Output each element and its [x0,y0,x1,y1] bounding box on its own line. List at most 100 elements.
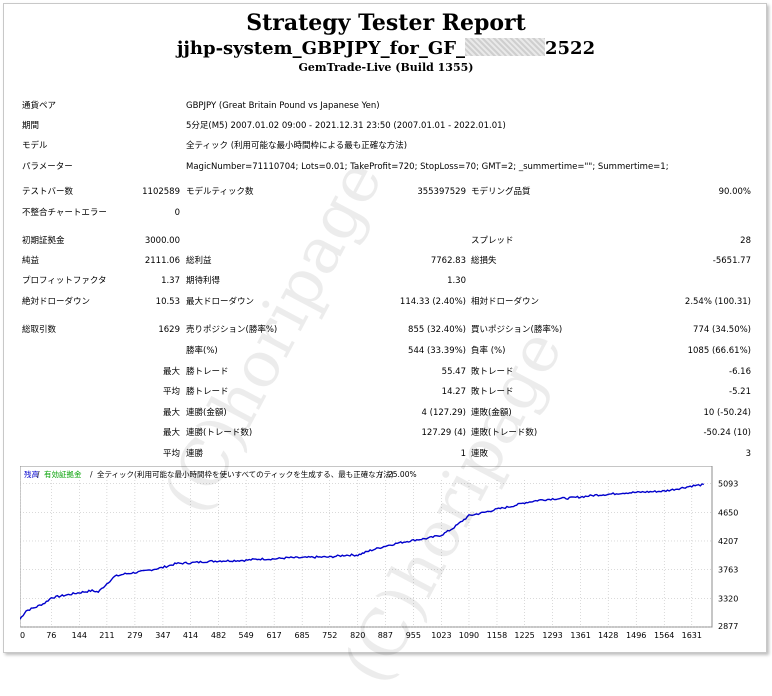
balance-series-line [19,483,705,620]
avg-win-value: 14.27 [441,387,466,397]
deposit-value: 3000.00 [144,236,180,246]
redacted-block [465,38,545,56]
period-value: 5分足(M5) 2007.01.02 09:00 - 2021.12.31 23… [186,121,506,131]
avg-cons-loss-value: 3 [745,449,751,459]
quality-label: モデリング品質 [471,187,531,197]
largest-win-label: 勝トレード [186,367,229,377]
long-label: 買いポジション(勝率%) [471,325,563,335]
system-name: jjhp-system_GBPJPY_for_GF_ 2522 [0,38,772,59]
build-info: GemTrade-Live (Build 1355) [298,61,474,74]
max-cons-win-label: 連勝(金額) [186,408,227,418]
rel-dd-value: 2.54% (100.31) [684,297,751,307]
max-word-2: 最大 [162,408,180,418]
x-tick-label: 279 [127,631,142,640]
max-cons-profit-label: 連勝(トレード数) [186,428,253,438]
y-tick-label: 3763 [718,566,738,575]
system-name-suffix: 2522 [545,38,596,59]
x-tick-label: 1090 [459,631,479,640]
max-word-3: 最大 [162,428,180,438]
spread-label: スプレッド [471,236,514,246]
x-tick-label: 549 [238,631,253,640]
x-tick-label: 887 [378,631,393,640]
winrate-value: 544 (33.39%) [408,346,466,356]
abs-dd-label: 絶対ドローダウン [22,297,91,307]
x-tick-label: 1361 [570,631,590,640]
max-cons-lossamt-label: 連敗(トレード数) [471,428,538,438]
symbol-label: 通貨ペア [22,101,57,111]
max-cons-lossamt-value: -50.24 (10) [703,428,751,438]
x-tick-label: 1631 [682,631,702,640]
bars-label: テストバー数 [22,187,74,197]
symbol-value: GBPJPY (Great Britain Pound vs Japanese … [186,101,380,111]
system-name-prefix: jjhp-system_GBPJPY_for_GF_ [176,38,465,59]
y-tick-label: 2877 [718,622,738,631]
max-dd-value: 114.33 (2.40%) [399,297,466,307]
largest-win-value: 55.47 [441,367,466,377]
x-tick-label: 414 [183,631,198,640]
plot-area [19,465,713,628]
avg-cons-win-value: 1 [460,449,466,459]
x-tick-label: 0 [20,631,25,640]
x-tick-label: 76 [46,631,56,640]
pf-value: 1.37 [161,276,180,286]
avg-cons-loss-label: 連敗 [471,449,489,459]
bars-value: 1102589 [142,187,180,197]
chart-svg: 残高 / 有効証拠金 / 全ティック(利用可能な最小時間枠を使いすべてのティック… [19,465,738,640]
long-value: 774 (34.50%) [693,325,751,335]
y-tick-label: 5093 [718,480,738,489]
x-tick-label: 685 [295,631,310,640]
trades-label: 総取引数 [22,325,57,335]
legend-model: 全ティック(利用可能な最小時間枠を使いすべてのティックを生成する、最も正確な方法… [97,469,394,479]
max-cons-loss-label: 連敗(金額) [471,408,512,418]
x-tick-label: 1023 [431,631,451,640]
x-tick-label: 955 [406,631,421,640]
spread-value: 28 [740,236,751,246]
period-label: 期間 [22,121,40,131]
mismatch-label: 不整合チャートエラー [22,208,107,218]
model-value: 全ティック (利用可能な最小時間枠による最も正確な方法) [186,141,408,151]
legend-sep-2: / [90,470,93,479]
max-dd-label: 最大ドローダウン [186,297,255,307]
winrate-label: 勝率(%) [186,346,218,356]
model-label: モデル [22,141,48,151]
trades-value: 1629 [158,325,180,335]
y-tick-label: 3320 [718,594,738,603]
x-tick-label: 1564 [654,631,674,640]
deposit-label: 初期証拠金 [22,236,65,246]
ticks-label: モデルティック数 [186,187,254,197]
x-tick-label: 752 [322,631,337,640]
params-label: パラメーター [22,162,73,172]
rel-dd-label: 相対ドローダウン [471,297,540,307]
avg-word: 平均 [162,387,180,397]
x-tick-label: 1428 [598,631,618,640]
largest-loss-value: -6.16 [729,367,751,377]
y-tick-label: 4207 [718,537,738,546]
quality-value: 90.00% [718,187,751,197]
avg-win-label: 勝トレード [186,387,229,397]
legend-quality: 25.00% [388,470,417,479]
max-cons-profit-value: 127.29 (4) [421,428,466,438]
x-tick-label: 617 [267,631,282,640]
x-tick-label: 1496 [626,631,646,640]
avg-loss-value: -5.21 [729,387,751,397]
lossrate-value: 1085 (66.61%) [687,346,751,356]
report-title: Strategy Tester Report [246,10,526,36]
params-value: MagicNumber=71110704; Lots=0.01; TakePro… [186,162,669,172]
legend-sep-1: / [37,470,40,479]
largest-loss-label: 敗トレード [471,367,514,377]
legend-equity: 有効証拠金 [44,469,82,479]
x-tick-label: 347 [155,631,170,640]
expected-value: 1.30 [447,276,466,286]
max-cons-win-value: 4 (127.29) [421,408,466,418]
gross-profit-label: 総利益 [186,256,212,266]
expected-label: 期待利得 [186,276,221,286]
max-cons-loss-value: 10 (-50.24) [703,408,751,418]
avg-loss-label: 敗トレード [471,387,514,397]
x-tick-label: 1293 [542,631,562,640]
ticks-value: 355397529 [417,187,466,197]
x-tick-label: 482 [211,631,226,640]
avg-word-2: 平均 [162,449,180,459]
avg-cons-win-label: 連勝 [186,449,204,459]
short-label: 売りポジション(勝率%) [186,325,278,335]
x-tick-label: 820 [350,631,365,640]
